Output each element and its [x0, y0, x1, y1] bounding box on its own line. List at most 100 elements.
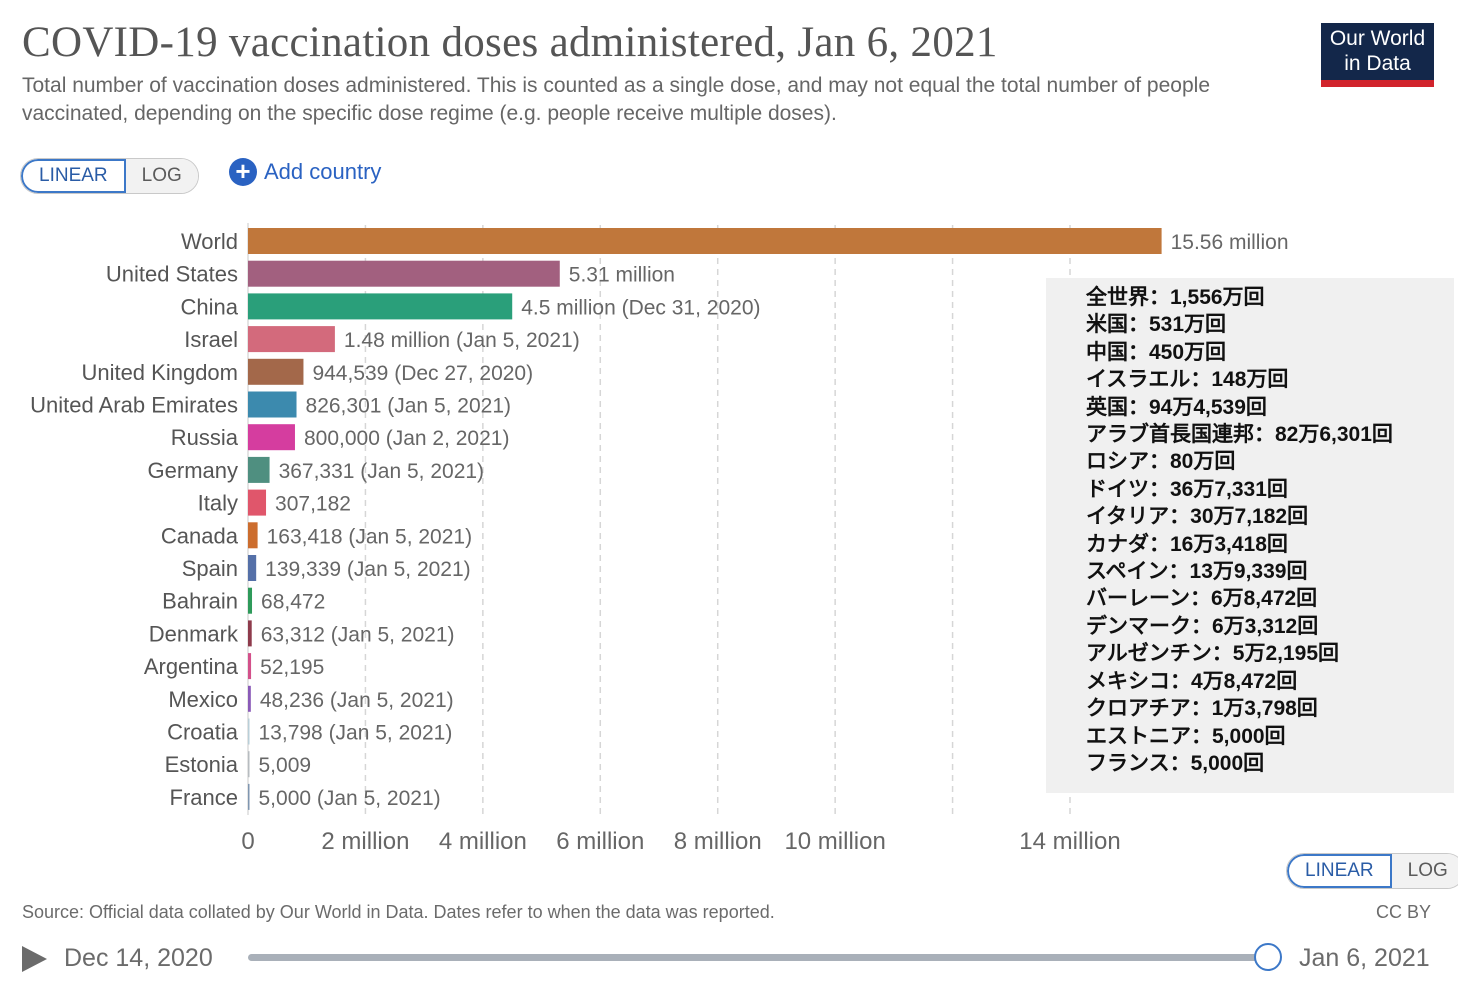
annotation-line: アルゼンチン：5万2,195回	[1086, 642, 1340, 666]
category-label: Argentina	[144, 654, 239, 679]
play-icon[interactable]	[22, 946, 47, 972]
bar	[248, 358, 304, 385]
data-label: 15.56 million	[1171, 231, 1289, 254]
category-label: China	[181, 294, 239, 319]
data-label: 1.48 million (Jan 5, 2021)	[344, 329, 580, 352]
category-label: United Arab Emirates	[30, 393, 238, 418]
category-label: Italy	[198, 491, 238, 516]
annotation-line: メキシコ：4万8,472回	[1086, 669, 1298, 693]
data-label: 5.31 million	[569, 264, 675, 287]
bar-chart: World 15.56 million United States 5.31 mill…	[30, 223, 1289, 855]
bar	[248, 751, 250, 778]
data-label: 5,009	[259, 754, 312, 777]
bar	[248, 783, 250, 810]
data-label: 63,312 (Jan 5, 2021)	[261, 623, 455, 646]
bar	[248, 424, 295, 451]
category-label: Croatia	[167, 720, 239, 745]
timeline-track[interactable]	[248, 954, 1268, 961]
data-label: 367,331 (Jan 5, 2021)	[279, 460, 485, 483]
annotation-line: カナダ：16万3,418回	[1086, 532, 1288, 556]
x-tick-label: 10 million	[784, 828, 885, 855]
annotation-line: フランス：5,000回	[1086, 751, 1265, 775]
annotation-line: エストニア：5,000回	[1086, 724, 1286, 748]
category-label: United Kingdom	[81, 360, 238, 385]
annotation-line: 中国：450万回	[1086, 340, 1227, 364]
chart-title: COVID-19 vaccination doses administered,…	[22, 19, 998, 66]
data-label: 307,182	[275, 493, 351, 516]
log-scale-button-bottom[interactable]: LOG	[1391, 854, 1458, 888]
linear-scale-button-bottom[interactable]: LINEAR	[1287, 854, 1392, 888]
japanese-annotation-box: 全世界：1,556万回 米国：531万回 中国：450万回イスラエル：148万回 英国…	[1046, 278, 1454, 793]
bar	[248, 555, 257, 581]
annotation-line: ドイツ：36万7,331回	[1086, 477, 1288, 501]
category-label: France	[170, 785, 238, 810]
bar	[248, 489, 267, 516]
x-tick-label: 14 million	[1019, 828, 1120, 855]
annotation-line: ロシア：80万回	[1086, 450, 1236, 474]
category-label: Denmark	[149, 621, 239, 646]
add-country-button[interactable]: + Add country	[229, 158, 381, 186]
category-label: United States	[106, 262, 238, 287]
scale-toggle-top: LINEAR LOG	[20, 158, 199, 194]
bar	[248, 685, 251, 712]
timeline-end-date: Jan 6, 2021	[1299, 944, 1430, 972]
bar	[248, 587, 253, 614]
category-label: World	[181, 229, 238, 254]
data-label: 163,418 (Jan 5, 2021)	[267, 525, 473, 548]
timeline-start-date: Dec 14, 2020	[64, 944, 213, 972]
logo-line-1: Our World	[1329, 27, 1426, 50]
data-label: 826,301 (Jan 5, 2021)	[306, 395, 512, 418]
annotation-line: 全世界：1,556万回	[1086, 286, 1265, 309]
category-label: Spain	[182, 556, 238, 581]
bar	[248, 653, 252, 680]
category-label: Germany	[148, 458, 238, 483]
x-tick-label: 4 million	[439, 828, 527, 855]
data-label: 5,000 (Jan 5, 2021)	[259, 787, 441, 810]
chart-subtitle: Total number of vaccination doses admini…	[22, 74, 1210, 125]
annotation-line: バーレーン：6万8,472回	[1086, 587, 1318, 611]
annotation-line: アラブ首長国連邦：82万6,301回	[1086, 423, 1393, 447]
bar	[248, 228, 1162, 254]
x-tick-label: 8 million	[674, 828, 762, 855]
scale-toggle-bottom: LINEAR LOG	[1286, 853, 1458, 889]
annotation-line: デンマーク：6万3,312回	[1086, 614, 1319, 638]
source-note: Source: Official data collated by Our Wo…	[22, 902, 775, 922]
annotation-line: イタリア：30万7,182回	[1086, 505, 1309, 529]
log-scale-button[interactable]: LOG	[125, 159, 198, 193]
japanese-annotation-list: 全世界：1,556万回 米国：531万回 中国：450万回イスラエル：148万回 英国…	[1046, 278, 1454, 777]
category-label: Canada	[161, 523, 239, 548]
annotation-line: イスラエル：148万回	[1086, 368, 1289, 392]
data-label: 48,236 (Jan 5, 2021)	[260, 689, 454, 712]
annotation-line: 英国：94万4,539回	[1086, 395, 1267, 419]
data-label: 4.5 million (Dec 31, 2020)	[521, 296, 760, 319]
category-label: Bahrain	[162, 589, 238, 614]
add-country-label: Add country	[264, 159, 382, 184]
timeline: Dec 14, 2020 Jan 6, 2021	[22, 940, 1442, 980]
category-label: Israel	[184, 327, 238, 352]
logo-line-2: in Data	[1344, 52, 1411, 75]
annotation-line: 米国：531万回	[1086, 313, 1227, 337]
x-tick-label: 2 million	[321, 828, 409, 855]
x-tick-label: 6 million	[556, 828, 644, 855]
data-label: 800,000 (Jan 2, 2021)	[304, 427, 510, 450]
bar	[248, 718, 250, 745]
category-label: Russia	[171, 425, 239, 450]
bar	[248, 326, 335, 353]
bar	[248, 522, 258, 549]
data-label: 68,472	[261, 591, 325, 614]
bar	[248, 620, 252, 647]
bar	[248, 293, 513, 320]
bar	[248, 391, 297, 418]
data-label: 52,195	[260, 656, 324, 679]
annotation-line: スペイン：13万9,339回	[1086, 560, 1308, 584]
data-label: 139,339 (Jan 5, 2021)	[265, 558, 471, 581]
timeline-handle[interactable]	[1254, 943, 1282, 971]
bar	[248, 456, 270, 483]
bar	[248, 260, 560, 287]
category-label: Estonia	[165, 752, 239, 777]
owid-logo[interactable]: Our World in Data	[1321, 23, 1434, 87]
linear-scale-button[interactable]: LINEAR	[21, 159, 126, 193]
license-link[interactable]: CC BY	[1376, 902, 1432, 922]
data-label: 944,539 (Dec 27, 2020)	[312, 362, 533, 385]
annotation-line: クロアチア：1万3,798回	[1086, 697, 1318, 721]
